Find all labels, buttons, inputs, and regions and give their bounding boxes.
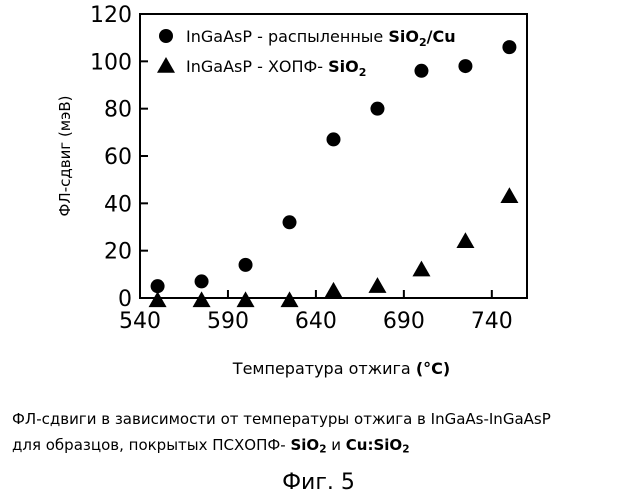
y-tick-label: 40	[104, 192, 132, 217]
triangle-point	[281, 291, 299, 307]
y-tick-label: 100	[90, 50, 132, 75]
y-tick-label: 80	[104, 98, 132, 123]
caption-line-1: ФЛ-сдвиги в зависимости от температуры о…	[0, 410, 637, 428]
circle-point	[195, 274, 209, 288]
x-tick-label: 640	[295, 309, 337, 334]
caption-line-2: для образцов, покрытых ПСХОПФ- SiO2 и Cu…	[0, 436, 637, 454]
triangle-point	[500, 187, 518, 203]
circle-point	[283, 215, 297, 229]
data-marks	[149, 40, 519, 307]
x-tick-label: 740	[471, 309, 513, 334]
legend-triangle-marker	[157, 57, 175, 73]
y-tick-label: 60	[104, 145, 132, 170]
caption-text: для образцов, покрытых ПСХОПФ-	[12, 436, 290, 454]
triangle-point	[237, 291, 255, 307]
legend: InGaAsP - распыленные SiO2/Cu InGaAsP - Х…	[157, 27, 456, 79]
circle-point	[502, 40, 516, 54]
caption-sio2: SiO2	[290, 436, 326, 454]
triangle-point	[149, 291, 167, 307]
caption-cusio2: Cu:SiO2	[346, 436, 410, 454]
circle-point	[458, 59, 472, 73]
x-tick-label: 690	[383, 309, 425, 334]
y-tick-label: 20	[104, 240, 132, 265]
x-axis-label: Температура отжига (°C)	[232, 359, 450, 378]
triangle-point	[368, 277, 386, 293]
y-tick-label: 0	[118, 287, 132, 312]
figure-label: Фиг. 5	[0, 470, 637, 495]
scatter-chart: 540 590 640 690 740 0 20 40 60 80 100 120 Температур…	[0, 0, 637, 390]
y-axis-label: ФЛ-сдвиг (мэВ)	[56, 95, 74, 216]
caption-and: и	[327, 436, 346, 454]
circle-point	[414, 64, 428, 78]
x-tick-label: 540	[119, 309, 161, 334]
circle-point	[370, 102, 384, 116]
circle-point	[151, 279, 165, 293]
x-tick-label: 590	[207, 309, 249, 334]
circle-point	[327, 132, 341, 146]
legend-entry-1: InGaAsP - распыленные SiO2/Cu	[186, 27, 456, 49]
triangle-point	[412, 261, 430, 277]
triangle-point	[456, 232, 474, 248]
legend-entry-2: InGaAsP - ХОПФ- SiO2	[186, 57, 366, 79]
legend-circle-marker	[159, 29, 173, 43]
triangle-point	[325, 282, 343, 298]
y-tick-label: 120	[90, 3, 132, 28]
triangle-point	[193, 291, 211, 307]
circle-point	[239, 258, 253, 272]
